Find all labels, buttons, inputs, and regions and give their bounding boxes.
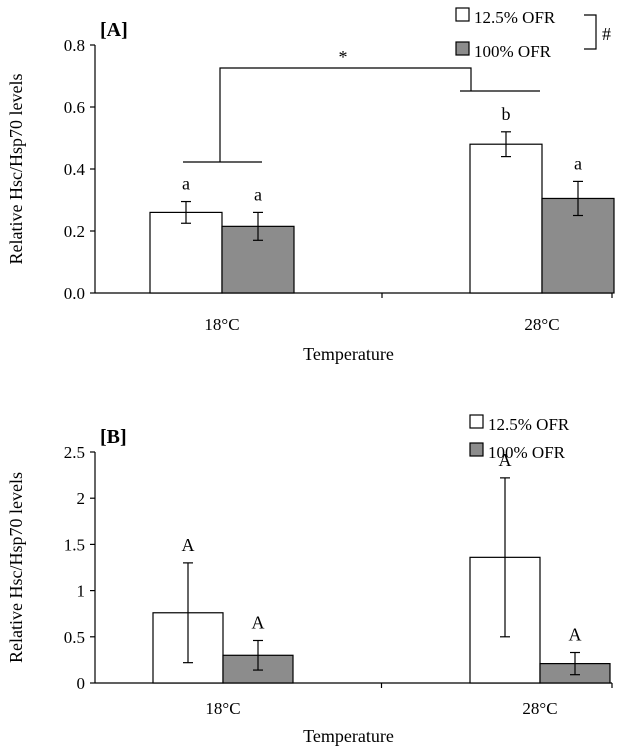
- legend-swatch-low-ofr: [469, 414, 484, 429]
- y-axis-title: Relative Hsc/Hsp70 levels: [6, 472, 26, 663]
- legend-swatch-high-ofr: [469, 442, 484, 457]
- significance-letter: a: [254, 184, 262, 204]
- legend-label: 12.5% OFR: [474, 8, 556, 27]
- x-tick-label: 28°C: [524, 315, 559, 334]
- significance-letter: a: [182, 174, 190, 194]
- bar-low-ofr-1: [469, 143, 543, 294]
- temperature-significance: *: [339, 47, 348, 67]
- y-tick-label: 2: [77, 489, 86, 508]
- legend-swatch-high-ofr: [455, 41, 470, 56]
- significance-letter: A: [252, 612, 265, 632]
- x-tick-label: 28°C: [522, 699, 557, 718]
- significance-letter: A: [569, 625, 582, 645]
- y-tick-label: 0.6: [64, 98, 85, 117]
- legend-label: 12.5% OFR: [488, 415, 570, 434]
- y-axis-title: Relative Hsc/Hsp70 levels: [6, 74, 26, 265]
- legend-label: 100% OFR: [488, 443, 566, 462]
- temperature-bracket: [219, 67, 472, 162]
- x-axis-title: Temperature: [303, 344, 394, 364]
- panel-a-chart: 0.0 0.2 0.4 0.6 0.8 a a 18°C b a 28°C Relative Hsc/…: [6, 7, 615, 364]
- bar-low-ofr-0: [149, 211, 223, 294]
- y-tick-label: 0.2: [64, 222, 85, 241]
- panel-label: [A]: [100, 19, 128, 41]
- y-tick-label: 1: [77, 582, 86, 601]
- x-axis-title: Temperature: [303, 726, 394, 746]
- legend-label: 100% OFR: [474, 42, 552, 61]
- y-tick-label: 2.5: [64, 443, 85, 462]
- y-tick-label: 0: [77, 674, 86, 693]
- diet-significance: #: [602, 24, 611, 44]
- panel-b-chart: 0 0.5 1 1.5 2 2.5 A A 18°C A A 28°C Relative Hsc/Hsp…: [6, 414, 613, 746]
- legend-swatch-low-ofr: [455, 7, 470, 22]
- significance-letter: A: [182, 535, 195, 555]
- y-tick-label: 0.4: [64, 160, 86, 179]
- significance-letter: A: [499, 450, 512, 470]
- y-tick-label: 0.5: [64, 628, 85, 647]
- x-tick-label: 18°C: [205, 699, 240, 718]
- y-tick-label: 0.8: [64, 36, 85, 55]
- panel-label: [B]: [100, 426, 127, 448]
- diet-bracket: [584, 14, 597, 50]
- significance-letter: b: [502, 104, 511, 124]
- x-tick-label: 18°C: [204, 315, 239, 334]
- significance-letter: a: [574, 153, 582, 173]
- y-tick-label: 1.5: [64, 535, 85, 554]
- y-tick-label: 0.0: [64, 284, 85, 303]
